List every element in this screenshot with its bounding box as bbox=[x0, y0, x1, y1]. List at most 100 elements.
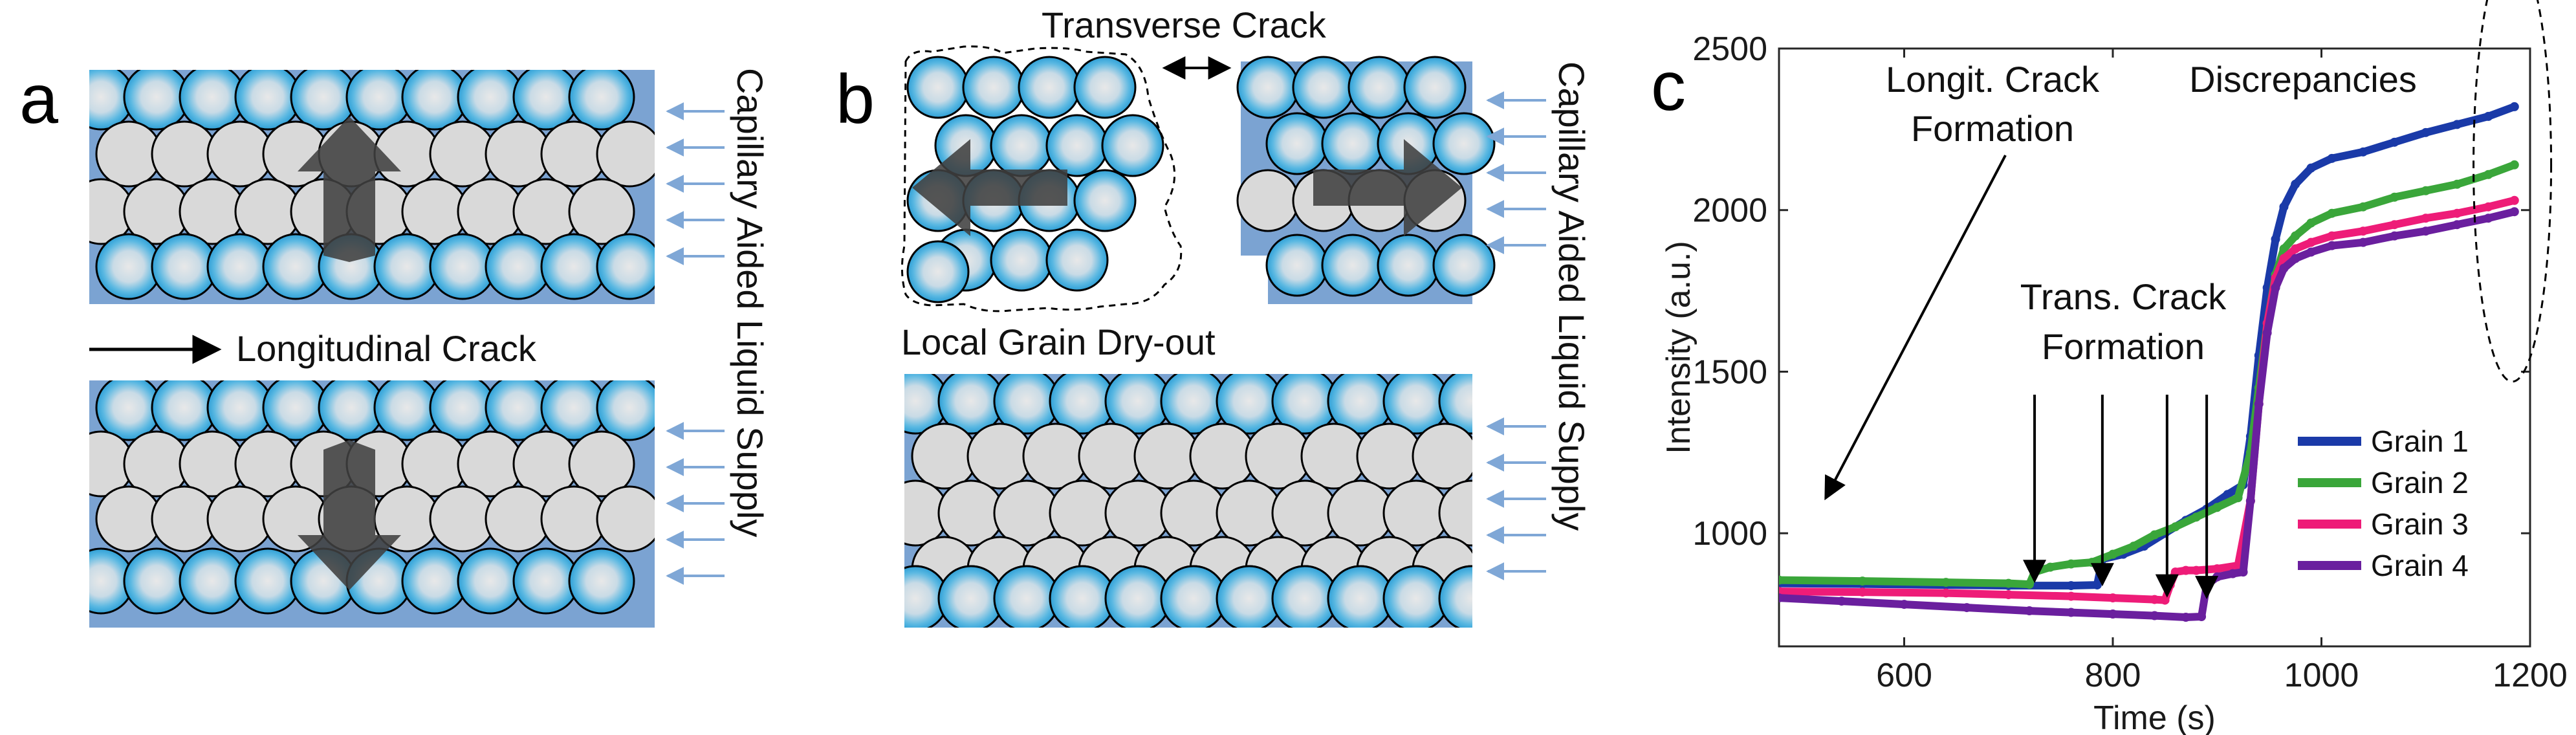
legend-label: Grain 4 bbox=[2371, 549, 2469, 582]
grain-blue bbox=[1348, 56, 1411, 119]
panel-c: c 600 800 1000 1200 1000 1500 2000 2500 Time (s)… bbox=[1651, 0, 2568, 735]
data-point bbox=[2390, 137, 2399, 147]
grain-blue bbox=[962, 56, 1025, 119]
panel-b-right-arrow bbox=[1313, 139, 1462, 236]
data-point bbox=[2223, 490, 2232, 499]
data-point bbox=[2452, 120, 2462, 129]
data-point bbox=[1779, 575, 1784, 585]
data-point bbox=[2228, 569, 2238, 578]
data-point bbox=[2359, 237, 2368, 247]
panel-b-supply-label: Capillary Aided Liquid Supply bbox=[1551, 61, 1592, 531]
data-point bbox=[2483, 214, 2493, 223]
data-point bbox=[2452, 179, 2462, 189]
data-point bbox=[1962, 603, 1972, 613]
data-point bbox=[2279, 254, 2289, 263]
data-point bbox=[2160, 595, 2170, 605]
grain-blue bbox=[1377, 234, 1440, 297]
y-tick-label: 2000 bbox=[1692, 192, 1767, 230]
legend-label: Grain 2 bbox=[2371, 466, 2469, 499]
data-point bbox=[2390, 231, 2399, 241]
grain-blue bbox=[596, 233, 655, 300]
data-point bbox=[2212, 503, 2222, 512]
data-point bbox=[2066, 608, 2076, 617]
annotation-longit-line1: Longit. Crack bbox=[1886, 59, 2100, 100]
data-point bbox=[1837, 597, 1846, 606]
data-point bbox=[2046, 562, 2055, 572]
grain-gray bbox=[596, 120, 655, 188]
data-point bbox=[2306, 237, 2316, 247]
annotation-longit-line2: Formation bbox=[1911, 108, 2074, 149]
data-point bbox=[2306, 218, 2316, 228]
x-tick-label: 600 bbox=[1876, 657, 1932, 694]
data-point bbox=[2245, 496, 2255, 506]
data-point bbox=[2150, 595, 2159, 604]
panel-a-down-arrow bbox=[298, 440, 401, 590]
panel-a-letter: a bbox=[19, 60, 59, 138]
data-point bbox=[1941, 588, 1950, 598]
panel-a-longitudinal-label: Longitudinal Crack bbox=[236, 328, 537, 369]
annotation-trans-line2: Formation bbox=[2042, 326, 2205, 367]
panel-a-supply-arrows bbox=[666, 102, 725, 585]
data-point bbox=[2087, 558, 2097, 567]
grain-blue bbox=[568, 70, 635, 131]
panel-b-bottom-grains bbox=[904, 374, 1472, 628]
data-point bbox=[2327, 208, 2337, 218]
data-point bbox=[2066, 591, 2076, 601]
x-tick-label: 800 bbox=[2085, 657, 2141, 694]
data-point bbox=[2509, 207, 2519, 217]
x-axis-label: Time (s) bbox=[2093, 699, 2216, 735]
data-point bbox=[2192, 512, 2201, 522]
grain-blue bbox=[1438, 374, 1472, 435]
x-tick-label: 1000 bbox=[2284, 657, 2359, 694]
grain-gray bbox=[568, 178, 635, 245]
data-point bbox=[2262, 328, 2272, 338]
data-point bbox=[2421, 226, 2430, 236]
panel-b-bottom-layer bbox=[904, 374, 1472, 628]
data-point bbox=[2509, 195, 2519, 205]
grain-blue bbox=[1438, 565, 1472, 628]
data-point bbox=[2452, 208, 2462, 218]
data-point bbox=[2359, 147, 2368, 157]
grain-blue bbox=[906, 56, 970, 119]
data-point bbox=[2359, 202, 2368, 212]
data-point bbox=[2254, 399, 2264, 409]
data-point bbox=[2108, 593, 2117, 603]
data-point bbox=[2279, 263, 2289, 273]
y-axis-label: Intensity (a.u.) bbox=[1660, 241, 1697, 454]
data-point bbox=[1941, 578, 1950, 587]
panel-a-bottom-grains bbox=[89, 380, 655, 615]
data-point bbox=[2509, 160, 2519, 170]
data-point bbox=[2390, 192, 2399, 202]
panel-a-top-layer bbox=[89, 70, 655, 304]
grain-blue bbox=[1236, 56, 1300, 119]
data-point bbox=[2483, 170, 2493, 179]
grain-blue bbox=[1265, 234, 1329, 297]
x-tick-label: 1200 bbox=[2493, 657, 2568, 694]
panel-b: b Transverse Crack Local Grain Dry-out C… bbox=[836, 5, 1592, 628]
grain-blue bbox=[1292, 56, 1355, 119]
data-point bbox=[2066, 581, 2076, 591]
data-point bbox=[2271, 283, 2280, 292]
grain-blue bbox=[1403, 56, 1467, 119]
grain-blue bbox=[990, 228, 1053, 292]
data-point bbox=[2025, 606, 2034, 616]
grain-blue bbox=[568, 547, 635, 615]
data-point bbox=[2509, 102, 2519, 111]
longit-arrow bbox=[1824, 155, 2007, 501]
data-point bbox=[1899, 600, 1909, 609]
data-point bbox=[2129, 542, 2139, 551]
data-point bbox=[2291, 244, 2300, 254]
grain-gray bbox=[596, 485, 655, 553]
data-point bbox=[2108, 609, 2117, 619]
grain-gray bbox=[1438, 479, 1472, 547]
data-point bbox=[2327, 153, 2337, 163]
grain-blue bbox=[1101, 114, 1164, 177]
data-point bbox=[2170, 567, 2180, 577]
data-point bbox=[2291, 231, 2300, 241]
panel-a-supply-label: Capillary Aided Liquid Supply bbox=[730, 68, 770, 537]
data-point bbox=[2150, 611, 2159, 620]
intensity-chart: 600 800 1000 1200 1000 1500 2000 2500 Time (s) In… bbox=[1660, 0, 2568, 735]
grain-blue bbox=[1432, 112, 1496, 175]
y-tick-label: 2500 bbox=[1692, 30, 1767, 68]
